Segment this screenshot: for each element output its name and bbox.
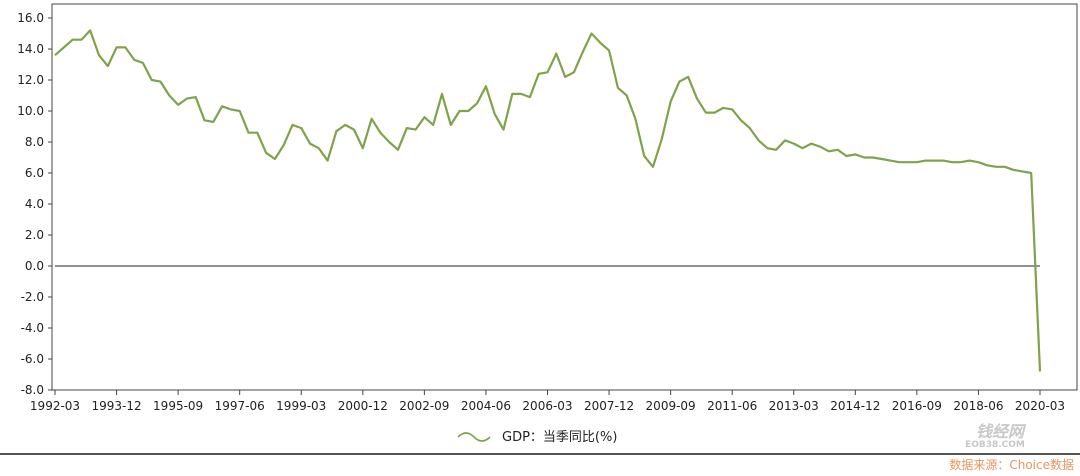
legend-label: GDP：当季同比(%)	[502, 430, 617, 445]
x-tick-label: 1992-03	[30, 399, 80, 413]
y-tick-label: 8.0	[25, 135, 44, 149]
x-axis: 1992-03 1993-12 1995-09 1997-06 1999-03 2000-…	[30, 390, 1065, 413]
y-tick-label: 12.0	[17, 73, 44, 87]
series-line-gdp	[54, 29, 1042, 372]
x-tick-label: 2007-12	[584, 399, 634, 413]
y-tick-label: -6.0	[21, 352, 44, 366]
x-tick-label: 2000-12	[338, 399, 388, 413]
y-axis: 16.0 14.0 12.0 10.0 8.0 6.0 4.0 2.0 0.0 -2.0 -4.0 -…	[17, 11, 53, 397]
x-tick-label: 2004-06	[461, 399, 511, 413]
legend-swatch	[457, 432, 491, 442]
x-tick-label: 2011-06	[707, 399, 757, 413]
bottom-separator	[0, 453, 1080, 455]
watermark-sub: EOB38.COM	[965, 440, 1025, 450]
watermark-logo: 钱经网 EOB38.COM	[965, 422, 1027, 450]
y-tick-label: 4.0	[25, 197, 44, 211]
x-tick-label: 1993-12	[91, 399, 141, 413]
plot-border	[51, 3, 1078, 391]
x-tick-label: 2013-03	[769, 399, 819, 413]
y-tick-label: 6.0	[25, 166, 44, 180]
legend: GDP：当季同比(%)	[457, 430, 617, 445]
y-tick-label: 0.0	[25, 259, 44, 273]
x-tick-label: 2002-09	[399, 399, 449, 413]
y-tick-label: -4.0	[21, 321, 44, 335]
y-tick-label: -2.0	[21, 290, 44, 304]
x-tick-label: 1997-06	[215, 399, 265, 413]
source-label: 数据来源：Choice数据	[949, 457, 1074, 472]
y-tick-label: 14.0	[17, 42, 44, 56]
y-tick-label: 16.0	[17, 11, 44, 25]
x-tick-label: 2018-06	[953, 399, 1003, 413]
watermark-main: 钱经网	[976, 422, 1027, 441]
x-tick-label: 1999-03	[276, 399, 326, 413]
y-tick-label: 2.0	[25, 228, 44, 242]
x-tick-label: 2014-12	[830, 399, 880, 413]
x-tick-label: 2020-03	[1015, 399, 1065, 413]
y-tick-label: -8.0	[21, 383, 44, 397]
x-tick-label: 1995-09	[153, 399, 203, 413]
x-tick-label: 2016-09	[892, 399, 942, 413]
y-tick-label: 10.0	[17, 104, 44, 118]
x-tick-label: 2006-03	[522, 399, 572, 413]
x-tick-label: 2009-09	[646, 399, 696, 413]
